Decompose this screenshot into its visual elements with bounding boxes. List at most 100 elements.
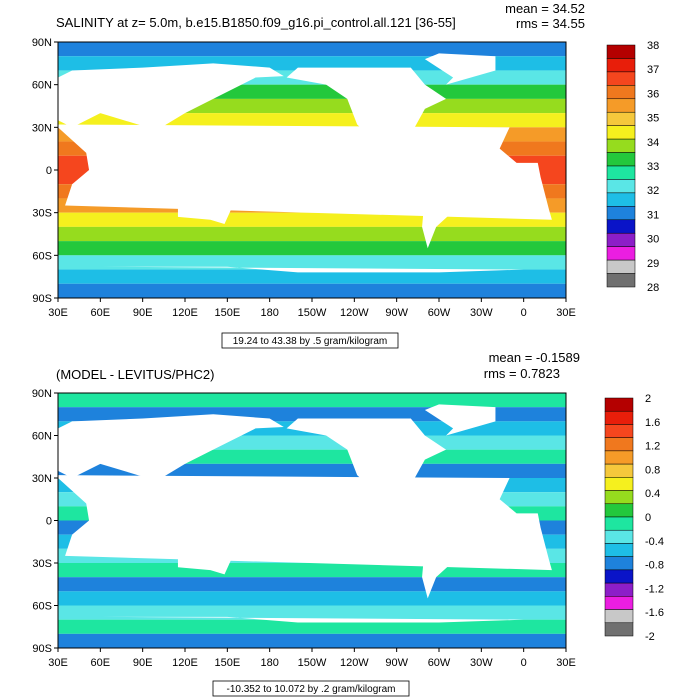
rms-label: rms = 0.7823 xyxy=(484,366,560,381)
lat-axis: 90N 60N 30N 0 30S 60S 90S xyxy=(32,37,58,305)
ocean-band xyxy=(58,577,566,592)
lat-tick-label: 90N xyxy=(32,388,52,400)
range-note: -10.352 to 10.072 by .2 gram/kilogram xyxy=(227,684,396,695)
colorbar-swatch xyxy=(606,179,636,194)
colorbar-label: 32 xyxy=(647,185,659,197)
ocean-band xyxy=(58,393,566,408)
lat-axis: 90N 60N 30N 0 30S 60S 90S xyxy=(32,388,58,655)
land-mask xyxy=(424,404,496,436)
colorbar-swatch xyxy=(604,556,634,571)
colorbar-swatch xyxy=(606,219,636,234)
ocean-band xyxy=(58,463,566,478)
lat-tick-label: 90S xyxy=(32,643,52,655)
colorbar-label: 1.2 xyxy=(645,441,660,453)
colorbar-swatch xyxy=(604,609,634,624)
colorbar-swatch xyxy=(604,596,634,610)
ocean-band xyxy=(58,42,566,57)
colorbar-swatch xyxy=(606,206,636,221)
ocean-band xyxy=(58,591,566,606)
range-note: 19.24 to 43.38 by .5 gram/kilogram xyxy=(233,336,388,347)
lat-tick-label: 90S xyxy=(32,293,52,305)
difference-panel: (MODEL - LEVITUS/PHC2) mean = -0.1589 rm… xyxy=(32,350,664,697)
colorbar-label: 2 xyxy=(645,393,651,405)
ocean-band xyxy=(58,255,566,270)
land-mask xyxy=(410,155,475,249)
lon-tick-label: 180 xyxy=(260,657,278,669)
colorbar-swatch xyxy=(606,232,636,247)
land-mask xyxy=(100,616,524,648)
colorbar-swatch xyxy=(606,246,636,261)
salinity-panel: SALINITY at z= 5.0m, b.e15.B1850.f09_g16… xyxy=(32,1,659,349)
colorbar-swatch xyxy=(604,463,634,478)
colorbar-label: 38 xyxy=(647,40,659,52)
rms-label: rms = 34.55 xyxy=(516,16,585,31)
colorbar-swatch xyxy=(604,397,634,412)
colorbar-swatch xyxy=(606,98,636,113)
lon-axis: 30E 60E 90E 120E 150E 180 150W 120W 90W 60W 30W 0 30… xyxy=(48,648,576,669)
colorbar-label: 0.4 xyxy=(645,488,660,500)
panel-title: (MODEL - LEVITUS/PHC2) xyxy=(56,367,214,382)
lon-tick-label: 30W xyxy=(470,657,493,669)
lat-tick-label: 60S xyxy=(32,250,52,262)
colorbar-swatch xyxy=(604,503,634,518)
lat-tick-label: 90N xyxy=(32,37,52,49)
range-note-box xyxy=(221,332,399,349)
lon-tick-label: 90W xyxy=(385,657,408,669)
colorbar-swatch xyxy=(604,437,634,452)
land-mask xyxy=(58,475,552,571)
land-mask xyxy=(286,418,447,508)
colorbar-swatch xyxy=(606,111,636,126)
land-mask xyxy=(177,187,232,225)
colorbar-swatch xyxy=(606,58,636,73)
colorbar-swatch xyxy=(604,490,634,505)
ocean-band xyxy=(58,283,566,298)
ocean-band xyxy=(58,226,566,242)
colorbar-label: 33 xyxy=(647,161,659,173)
colorbar-swatch xyxy=(604,529,634,544)
colorbar-swatch xyxy=(604,543,634,557)
lon-tick-label: 0 xyxy=(521,307,527,319)
lon-tick-label: 30E xyxy=(556,657,576,669)
land-mask xyxy=(58,124,552,220)
land-mask xyxy=(58,414,284,481)
colorbar-swatch xyxy=(606,138,636,153)
colorbar-label: -2 xyxy=(645,631,655,643)
lon-tick-label: 0 xyxy=(521,657,527,669)
land-mask xyxy=(410,506,475,599)
colorbar-swatch xyxy=(606,192,636,207)
colorbar-label: 35 xyxy=(647,113,659,125)
lon-tick-label: 30E xyxy=(48,307,68,319)
colorbar-label: 0 xyxy=(645,512,651,524)
lon-tick-label: 120E xyxy=(172,657,198,669)
colorbar-swatch xyxy=(606,165,636,180)
lon-tick-label: 30E xyxy=(556,307,576,319)
colorbar-label: 34 xyxy=(647,137,659,149)
mean-label: mean = -0.1589 xyxy=(489,350,580,365)
colorbar-label: 36 xyxy=(647,88,659,100)
ocean-band xyxy=(58,113,566,128)
lon-tick-label: 90E xyxy=(133,657,153,669)
colorbar-swatch xyxy=(604,410,634,425)
lon-tick-label: 30E xyxy=(48,657,68,669)
land-mask xyxy=(58,63,284,131)
ocean-band xyxy=(58,605,566,620)
lon-tick-label: 60E xyxy=(91,657,111,669)
mean-label: mean = 34.52 xyxy=(505,1,585,16)
lon-tick-label: 60E xyxy=(91,307,111,319)
colorbar: 38 37 36 35 34 33 32 31 30 29 28 xyxy=(606,40,659,294)
lon-axis: 30E 60E 90E 120E 150E 180 150W 120W 90W 60W 30W 0 30… xyxy=(48,298,576,319)
colorbar-swatch xyxy=(604,582,634,597)
colorbar-label: -0.4 xyxy=(645,536,664,548)
lat-tick-label: 30S xyxy=(32,558,52,570)
lon-tick-label: 150E xyxy=(214,657,240,669)
colorbar-swatch xyxy=(606,85,636,100)
lat-tick-label: 60N xyxy=(32,431,52,443)
colorbar-label: 31 xyxy=(647,209,659,221)
ocean-band xyxy=(58,619,566,634)
colorbar-label: 1.6 xyxy=(645,417,660,429)
colorbar-swatch xyxy=(604,424,634,438)
colorbar-label: 28 xyxy=(647,282,659,294)
colorbar-swatch xyxy=(604,477,634,491)
colorbar-label: 37 xyxy=(647,64,659,76)
